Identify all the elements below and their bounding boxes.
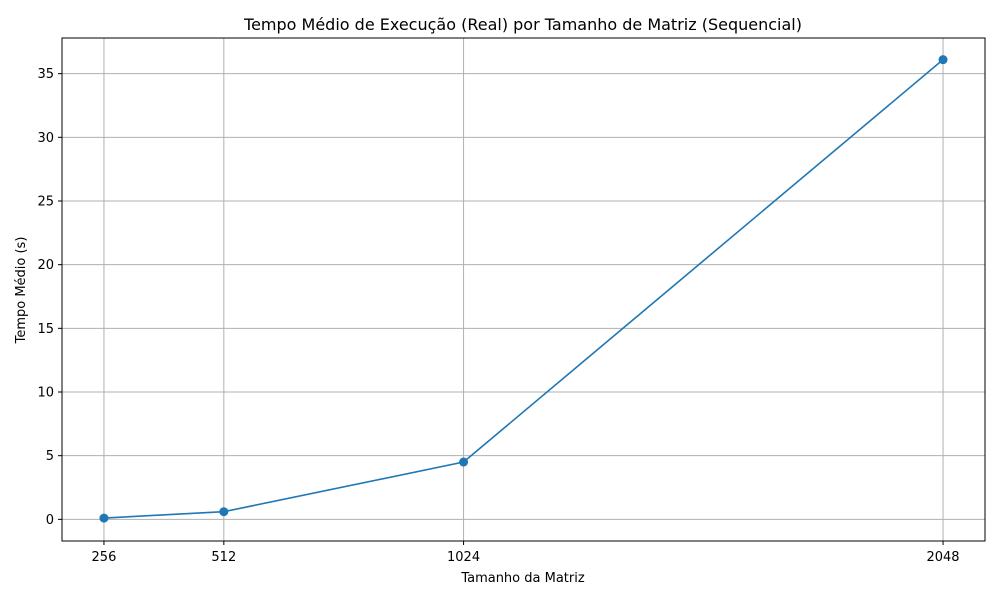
series-line: [103, 59, 944, 519]
y-tick-label: 0: [46, 513, 54, 528]
y-axis-label: Tempo Médio (s): [14, 237, 29, 345]
y-axis-ticks: 0 5 10 15 20 25 30 35: [37, 67, 62, 528]
data-point: [459, 457, 469, 467]
x-axis-label: Tamanho da Matriz: [460, 571, 585, 586]
data-point: [99, 513, 109, 523]
chart-title: Tempo Médio de Execução (Real) por Taman…: [243, 15, 802, 34]
y-tick-label: 25: [37, 194, 54, 209]
x-tick-label: 1024: [447, 550, 480, 565]
x-tick-label: 512: [211, 550, 236, 565]
y-tick-label: 20: [37, 258, 54, 273]
plot-frame: [61, 37, 986, 542]
x-axis-ticks: 256 512 1024 2048: [92, 541, 960, 565]
y-tick-label: 15: [37, 322, 54, 337]
x-tick-label: 2048: [926, 550, 959, 565]
data-point: [938, 55, 948, 65]
series-layer: [99, 55, 948, 523]
grid-lines: [62, 38, 985, 541]
y-tick-label: 5: [46, 449, 54, 464]
y-tick-label: 30: [37, 131, 54, 146]
x-tick-label: 256: [92, 550, 117, 565]
data-point: [219, 507, 229, 517]
y-tick-label: 10: [37, 386, 54, 401]
y-tick-label: 35: [37, 67, 54, 82]
